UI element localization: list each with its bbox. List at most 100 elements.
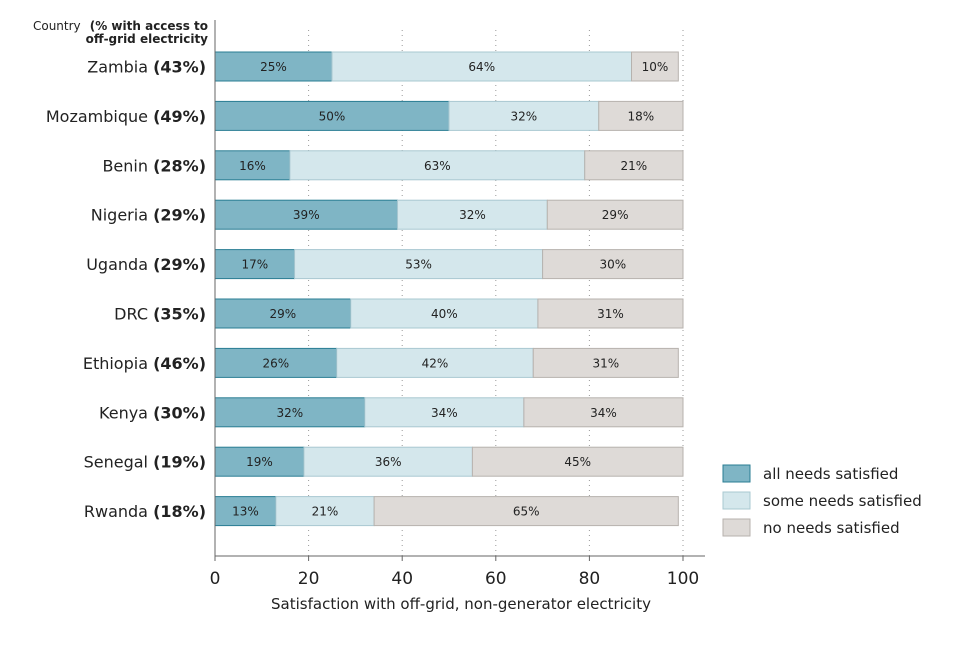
bar-segment-2 — [448, 100, 600, 131]
x-axis-ticks: 0 20 40 60 80 100 — [210, 556, 699, 589]
legend-label-1: all needs satisfied — [763, 465, 898, 483]
country-name: Benin — [102, 156, 153, 175]
bar-segment-1 — [214, 347, 338, 378]
bar-value-label: 34% — [590, 406, 617, 420]
bar-segment-3 — [631, 51, 679, 82]
bar-row-senegal: 19% 36% 45% — [214, 446, 684, 477]
country-access-pct: (29%) — [153, 206, 206, 225]
bar-value-label: 13% — [232, 505, 259, 519]
legend-label-2: some needs satisfied — [763, 492, 922, 510]
bar-value-label: 17% — [241, 258, 268, 272]
bar-value-label: 21% — [312, 505, 339, 519]
bar-segment-1 — [214, 397, 366, 428]
bar-value-label: 16% — [239, 159, 266, 173]
country-label: Benin (28%) — [102, 156, 206, 175]
bar-row-ethiopia: 26% 42% 31% — [214, 347, 679, 378]
bar-segment-2 — [336, 347, 534, 378]
country-name: Kenya — [99, 403, 153, 422]
country-name: Senegal — [84, 453, 153, 472]
legend-label-3: no needs satisfied — [763, 519, 900, 537]
bar-value-label: 21% — [621, 159, 648, 173]
bar-value-label: 25% — [260, 60, 287, 74]
header-bold-line2: off-grid electricity — [86, 32, 209, 46]
bar-value-label: 40% — [431, 307, 458, 321]
bar-row-rwanda: 13% 21% 65% — [214, 496, 679, 527]
bar-row-drc: 29% 40% 31% — [214, 298, 684, 329]
bar-value-label: 64% — [468, 60, 495, 74]
bar-value-label: 39% — [293, 208, 320, 222]
bar-segment-1 — [214, 150, 291, 181]
bar-value-label: 10% — [642, 60, 669, 74]
bar-value-label: 45% — [564, 455, 591, 469]
bar-segment-1 — [214, 249, 296, 280]
country-name: Nigeria — [91, 206, 153, 225]
bar-value-label: 32% — [277, 406, 304, 420]
bar-value-label: 32% — [459, 208, 486, 222]
bar-value-label: 34% — [431, 406, 458, 420]
bar-value-label: 29% — [602, 208, 629, 222]
bar-value-label: 26% — [263, 356, 290, 370]
legend: all needs satisfied some needs satisfied n… — [722, 464, 922, 537]
legend-swatch-2 — [722, 491, 751, 510]
bar-row-kenya: 32% 34% 34% — [214, 397, 684, 428]
bar-segment-3 — [598, 100, 684, 131]
bar-value-label: 32% — [511, 109, 538, 123]
bar-segment-3 — [542, 249, 684, 280]
legend-swatch-3 — [722, 518, 751, 537]
bar-segment-2 — [397, 199, 548, 230]
country-name: Zambia — [87, 58, 153, 77]
axis-header: Country (% with access to off-grid elect… — [33, 19, 209, 46]
country-name: Rwanda — [84, 502, 153, 521]
bar-value-label: 65% — [513, 505, 540, 519]
bars: 25% 64% 10% 50% 32% 18% 16% 63% 21% 39% 32% 29% 17% 5… — [214, 51, 684, 527]
bar-segment-1 — [214, 51, 333, 82]
country-name: DRC — [114, 305, 153, 324]
bar-value-label: 42% — [422, 356, 449, 370]
header-bold-line1: (% with access to — [90, 19, 208, 33]
bar-segment-3 — [373, 496, 679, 527]
bar-row-mozambique: 50% 32% 18% — [214, 100, 684, 131]
country-label: Kenya (30%) — [99, 403, 206, 422]
bar-row-benin: 16% 63% 21% — [214, 150, 684, 181]
bar-value-label: 31% — [597, 307, 624, 321]
country-access-pct: (19%) — [153, 453, 206, 472]
country-name: Mozambique — [46, 107, 153, 126]
bar-value-label: 30% — [599, 258, 626, 272]
country-label: Rwanda (18%) — [84, 502, 206, 521]
country-label: Senegal (19%) — [84, 453, 206, 472]
bar-segment-3 — [546, 199, 684, 230]
bar-value-label: 18% — [628, 109, 655, 123]
country-name: Ethiopia — [83, 354, 153, 373]
x-tick-label-60: 60 — [485, 569, 507, 589]
country-label: Mozambique (49%) — [46, 107, 206, 126]
country-access-pct: (43%) — [153, 58, 206, 77]
bar-segment-2 — [294, 249, 544, 280]
country-access-pct: (35%) — [153, 305, 206, 324]
bar-row-nigeria: 39% 32% 29% — [214, 199, 684, 230]
country-label: Uganda (29%) — [86, 255, 206, 274]
bar-value-label: 29% — [270, 307, 297, 321]
country-label: Zambia (43%) — [87, 58, 206, 77]
country-access-pct: (29%) — [153, 255, 206, 274]
bar-segment-3 — [471, 446, 684, 477]
bar-segment-1 — [214, 298, 352, 329]
bar-value-label: 31% — [592, 356, 619, 370]
x-tick-label-20: 20 — [298, 569, 320, 589]
bar-segment-2 — [303, 446, 473, 477]
x-tick-label-40: 40 — [391, 569, 413, 589]
bar-value-label: 50% — [319, 109, 346, 123]
x-tick-label-100: 100 — [667, 569, 699, 589]
bar-segment-2 — [364, 397, 525, 428]
country-label: Nigeria (29%) — [91, 206, 206, 225]
bar-value-label: 63% — [424, 159, 451, 173]
bar-value-label: 19% — [246, 455, 273, 469]
bar-segment-3 — [523, 397, 684, 428]
bar-segment-2 — [289, 150, 586, 181]
x-tick-label-0: 0 — [210, 569, 221, 589]
country-labels: Zambia (43%) Mozambique (49%) Benin (28%) N… — [46, 58, 206, 522]
country-access-pct: (46%) — [153, 354, 206, 373]
bar-row-uganda: 17% 53% 30% — [214, 249, 684, 280]
x-tick-label-80: 80 — [579, 569, 601, 589]
country-label: Ethiopia (46%) — [83, 354, 206, 373]
